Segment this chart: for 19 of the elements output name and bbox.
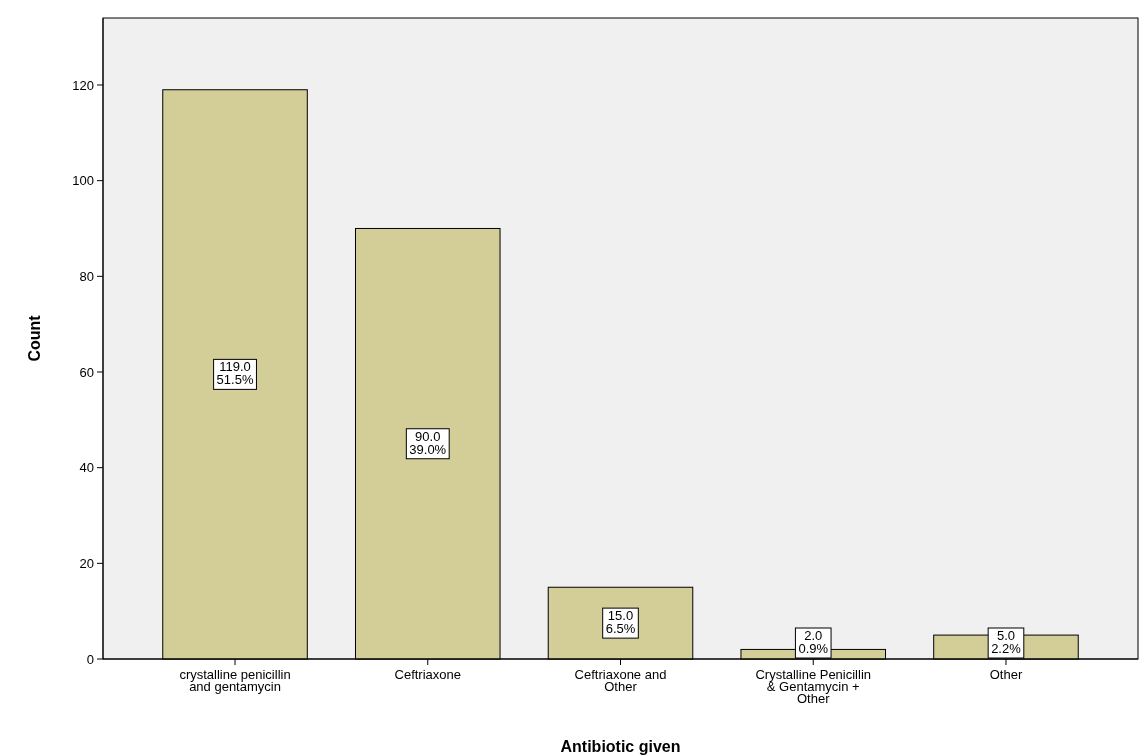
y-tick-label: 120 bbox=[72, 77, 94, 93]
y-tick-label: 0 bbox=[86, 651, 94, 667]
data-label: 2.0 0.9% bbox=[798, 628, 829, 656]
data-label: 90.0 39.0% bbox=[409, 428, 447, 457]
x-tick-label: Other bbox=[989, 667, 1023, 682]
y-tick-label: 100 bbox=[72, 173, 94, 189]
data-label: 15.0 6.5% bbox=[605, 608, 636, 637]
y-tick-label: 60 bbox=[79, 364, 94, 380]
x-tick-label: crystalline penicillin and gentamycin bbox=[179, 667, 291, 694]
x-tick-label: Ceftriaxone bbox=[394, 667, 461, 682]
data-label: 119.0 51.5% bbox=[216, 359, 254, 388]
x-tick-label: Ceftriaxone and Other bbox=[574, 667, 667, 694]
x-tick-label: Crystalline Penicillin & Gentamycin + Other bbox=[755, 667, 872, 706]
data-label: 5.0 2.2% bbox=[991, 628, 1022, 656]
y-axis-title: Count bbox=[26, 314, 43, 362]
y-tick-label: 80 bbox=[79, 268, 94, 284]
y-tick-label: 20 bbox=[79, 555, 94, 571]
y-tick-label: 40 bbox=[79, 460, 94, 476]
x-axis-title: Antibiotic given bbox=[560, 738, 681, 755]
